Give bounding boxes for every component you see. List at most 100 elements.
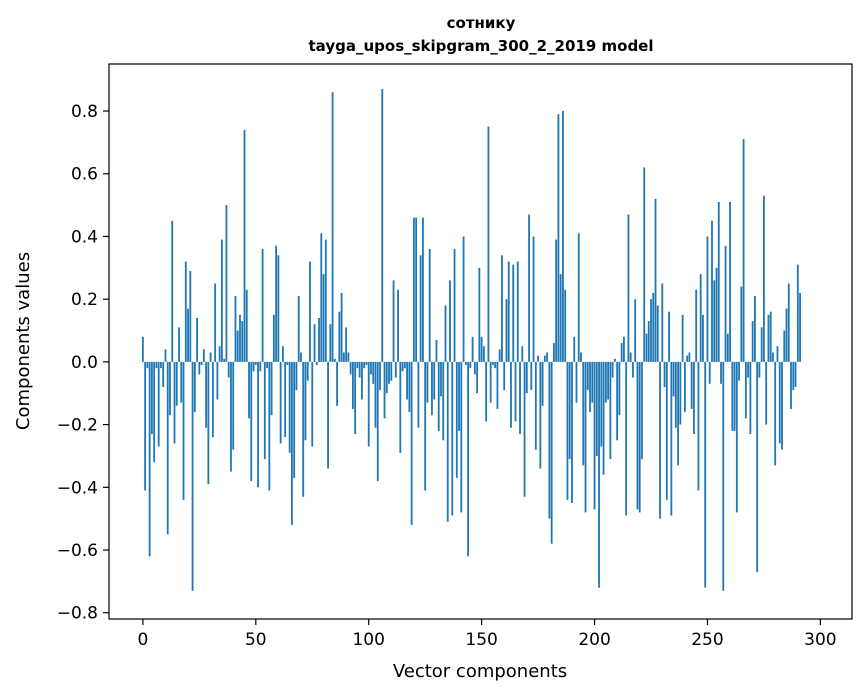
- bar: [270, 361, 273, 416]
- bar: [175, 361, 178, 406]
- bar: [690, 361, 693, 409]
- bar: [211, 361, 214, 438]
- bar: [200, 361, 203, 366]
- bar: [148, 361, 151, 557]
- bar: [424, 361, 427, 491]
- bar: [528, 214, 530, 362]
- bar: [401, 361, 404, 372]
- bar: [514, 361, 517, 422]
- bar: [202, 349, 205, 362]
- y-tick-label: 0.6: [71, 165, 98, 185]
- bar: [198, 361, 201, 375]
- bar: [656, 305, 659, 362]
- bar: [593, 361, 596, 510]
- bar: [699, 274, 702, 362]
- bar: [753, 296, 756, 362]
- bar: [250, 361, 253, 482]
- bar: [261, 249, 264, 362]
- bar: [683, 361, 686, 413]
- bar: [749, 361, 752, 434]
- bar: [428, 249, 431, 362]
- bar: [329, 324, 332, 362]
- bar: [778, 361, 781, 444]
- bar: [333, 358, 336, 362]
- x-tick-label: 100: [352, 630, 384, 650]
- bar: [408, 361, 411, 413]
- bar: [385, 361, 388, 394]
- bar: [507, 261, 510, 362]
- bar: [379, 361, 381, 391]
- bar: [302, 361, 305, 497]
- bar: [641, 361, 643, 460]
- bar: [496, 361, 499, 409]
- bar: [487, 126, 490, 362]
- bar: [747, 361, 750, 378]
- bar: [665, 361, 668, 500]
- bar: [492, 361, 494, 366]
- bar: [638, 361, 641, 513]
- bar: [697, 361, 700, 491]
- bar: [182, 361, 185, 500]
- bar: [571, 361, 573, 503]
- bar: [555, 239, 558, 362]
- bar: [245, 289, 248, 362]
- bar: [449, 280, 451, 362]
- bar: [674, 361, 677, 428]
- bar: [342, 352, 345, 362]
- bar: [227, 361, 230, 378]
- bar: [679, 361, 682, 425]
- bar: [659, 361, 661, 519]
- bar: [193, 361, 196, 413]
- bar: [548, 361, 551, 519]
- bar: [460, 361, 463, 513]
- bar: [729, 201, 731, 362]
- x-tick-label: 250: [691, 630, 723, 650]
- bar: [733, 361, 736, 431]
- bar: [275, 245, 278, 362]
- bar: [772, 352, 774, 362]
- bar: [259, 361, 262, 372]
- bar: [146, 361, 149, 369]
- bar: [336, 361, 338, 406]
- bar: [523, 361, 526, 497]
- bar: [455, 361, 458, 478]
- bar: [442, 361, 445, 441]
- chart-title-line2: tayga_upos_skipgram_300_2_2019 model: [309, 37, 654, 55]
- bar: [153, 361, 156, 463]
- bar: [686, 355, 689, 362]
- x-tick-label: 0: [137, 630, 148, 650]
- bar: [781, 361, 783, 450]
- bar: [345, 327, 348, 362]
- bar: [609, 361, 612, 460]
- y-tick-label: 0.2: [71, 290, 98, 310]
- bar: [783, 330, 786, 362]
- bar: [724, 245, 727, 362]
- bar: [702, 314, 704, 362]
- bar: [589, 361, 591, 413]
- bar: [756, 361, 759, 572]
- y-tick-label: 0.4: [71, 227, 98, 247]
- bar: [173, 361, 176, 444]
- bar: [354, 361, 357, 434]
- bar: [575, 361, 578, 403]
- bar: [632, 361, 634, 378]
- bar: [616, 361, 619, 441]
- y-axis-label: Components values: [13, 252, 34, 430]
- bar: [239, 314, 241, 362]
- bar: [623, 336, 625, 362]
- bar: [602, 361, 605, 475]
- bar: [352, 361, 354, 409]
- bar: [160, 361, 162, 369]
- bar: [767, 314, 770, 362]
- bar: [726, 333, 729, 362]
- chart-title-line1: сотнику: [447, 14, 516, 32]
- bar: [304, 361, 307, 441]
- bar: [661, 283, 664, 362]
- bar: [582, 361, 585, 466]
- bar: [388, 361, 390, 384]
- bar: [266, 361, 268, 369]
- bar: [796, 264, 799, 362]
- bar: [184, 261, 187, 362]
- bar: [537, 355, 539, 362]
- bar: [419, 255, 422, 362]
